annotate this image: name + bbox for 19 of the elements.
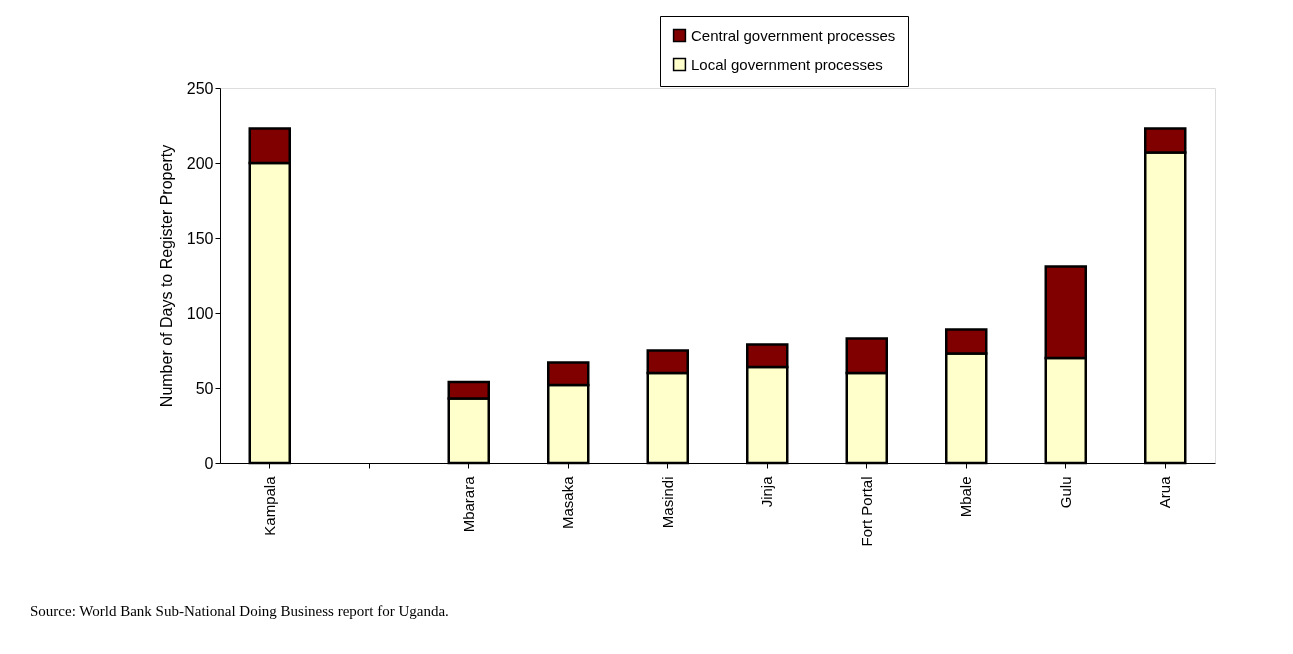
x-tick-label: Mbale [957,476,975,518]
x-tick-label: Masaka [559,475,577,530]
y-tick-label: 0 [204,454,214,472]
y-tick-label: 250 [186,79,214,97]
source-note: Source: World Bank Sub-National Doing Business report for Uganda. [30,603,449,619]
legend-label: Local government processes [691,55,883,73]
legend-label: Central government processes [691,26,896,44]
y-tick-label: 200 [186,154,214,172]
x-tick-label: Kampala [260,475,278,536]
y-axis-title: Number of Days to Register Property [157,144,175,408]
y-tick-label: 150 [186,229,214,247]
x-tick-label: Jinja [758,475,776,508]
x-tick-label: Masindi [658,476,676,529]
y-tick-label: 50 [195,379,214,397]
x-tick-label: Arua [1156,475,1174,509]
x-tick-label: Mbarara [459,475,477,533]
x-tick-label: Fort Portal [857,476,875,547]
x-tick-label: Gulu [1056,476,1074,509]
y-tick-label: 100 [186,304,214,322]
